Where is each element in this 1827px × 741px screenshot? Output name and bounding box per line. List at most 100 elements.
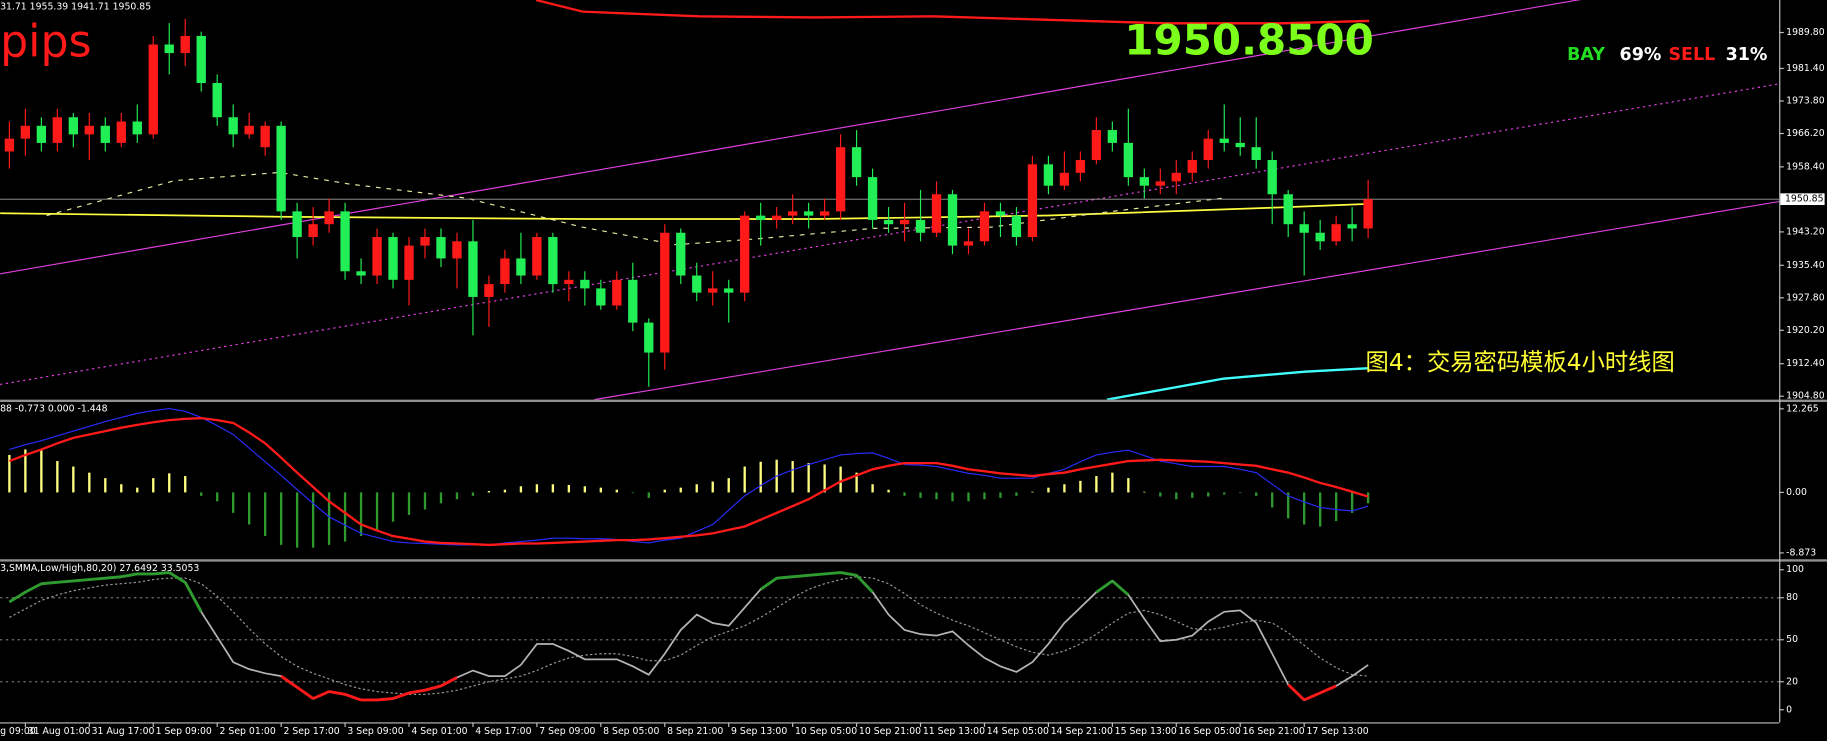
zone-segment bbox=[440, 676, 458, 688]
zone-segment bbox=[1303, 691, 1321, 702]
last-price-label: 1950.85 bbox=[1785, 194, 1824, 205]
candle-body bbox=[1331, 224, 1341, 242]
candle-body bbox=[372, 237, 382, 276]
x-tick-label: 4 Sep 01:00 bbox=[411, 726, 467, 737]
y-tick-label: 1935.40 bbox=[1786, 260, 1825, 271]
candle-body bbox=[1315, 232, 1325, 242]
y-tick-label: 20 bbox=[1786, 676, 1798, 687]
candle-body bbox=[628, 279, 638, 323]
candle-body bbox=[68, 117, 78, 135]
channel-lower bbox=[594, 200, 1780, 400]
candle-body bbox=[164, 44, 174, 54]
candle-body bbox=[787, 211, 798, 216]
candle-body bbox=[931, 194, 942, 233]
chart-header: 31.71 1955.39 1941.71 1950.85 bbox=[0, 1, 151, 12]
candle-body bbox=[452, 241, 462, 259]
y-tick-label: 1981.40 bbox=[1786, 63, 1825, 74]
candle-body bbox=[772, 215, 782, 220]
candle-body bbox=[692, 275, 702, 293]
candle-body bbox=[1171, 172, 1181, 182]
candle-body bbox=[963, 241, 974, 246]
y-tick-label: 1904.80 bbox=[1786, 391, 1825, 402]
x-tick-label: g 09:00 bbox=[0, 726, 36, 737]
x-tick-label: 2 Sep 01:00 bbox=[220, 726, 276, 737]
candle-body bbox=[612, 279, 622, 306]
y-tick-label: 1912.40 bbox=[1786, 358, 1825, 369]
candle-body bbox=[468, 241, 478, 297]
candle-body bbox=[1075, 160, 1086, 173]
candle-body bbox=[995, 211, 1006, 216]
candle-body bbox=[851, 147, 862, 178]
x-tick-label: 8 Sep 05:00 bbox=[603, 726, 659, 737]
x-tick-label: 14 Sep 05:00 bbox=[987, 726, 1049, 737]
y-tick-label: 1958.40 bbox=[1786, 161, 1825, 172]
zone-segment bbox=[168, 571, 186, 584]
candle-body bbox=[596, 288, 606, 306]
y-tick-label: 0 bbox=[1786, 704, 1792, 715]
candle-body bbox=[1091, 130, 1102, 161]
pips-label: pips bbox=[0, 16, 92, 67]
y-tick-label: 1973.80 bbox=[1786, 95, 1825, 106]
candle-body bbox=[899, 219, 910, 225]
zone-segment bbox=[296, 686, 314, 700]
x-tick-label: 4 Sep 17:00 bbox=[475, 726, 531, 737]
x-tick-label: 8 Sep 21:00 bbox=[667, 726, 723, 737]
candle-body bbox=[20, 125, 31, 139]
x-tick-label: 31 Aug 17:00 bbox=[92, 726, 155, 737]
zone-segment bbox=[24, 582, 43, 594]
zone-segment bbox=[1287, 683, 1306, 702]
candle-body bbox=[819, 211, 830, 216]
candle-body bbox=[260, 125, 270, 148]
zone-segment bbox=[792, 573, 809, 579]
zone-segment bbox=[280, 674, 298, 689]
zone-segment bbox=[408, 688, 426, 695]
zone-segment bbox=[855, 574, 874, 594]
zone-segment bbox=[89, 576, 106, 581]
chart-header: 3,SMMA,Low/High,80,20) 27.6492 33.5053 bbox=[0, 563, 199, 574]
y-tick-label: 50 bbox=[1786, 634, 1798, 645]
upper-band bbox=[535, 0, 1370, 25]
candle-body bbox=[148, 44, 158, 135]
candle-body bbox=[1347, 224, 1357, 229]
candle-body bbox=[676, 232, 686, 276]
candle-body bbox=[660, 232, 670, 353]
candle-body bbox=[340, 211, 350, 272]
x-tick-label: 10 Sep 21:00 bbox=[859, 726, 921, 737]
candle-body bbox=[84, 125, 94, 135]
candle-body bbox=[356, 271, 366, 276]
macd-line bbox=[9, 408, 1369, 546]
candle-body bbox=[500, 258, 510, 285]
candle-body bbox=[1187, 160, 1197, 173]
candle-body bbox=[36, 125, 47, 143]
candle-body bbox=[803, 211, 814, 216]
candle-body bbox=[484, 284, 494, 297]
candle-body bbox=[1219, 138, 1229, 143]
zone-segment bbox=[808, 572, 825, 577]
x-tick-label: 7 Sep 09:00 bbox=[539, 726, 595, 737]
candle-body bbox=[1203, 138, 1213, 161]
candle-body bbox=[740, 215, 750, 293]
candle-body bbox=[1299, 224, 1309, 233]
bay-label: BAY bbox=[1567, 45, 1605, 65]
candle-body bbox=[276, 125, 286, 212]
x-tick-label: 1 Sep 09:00 bbox=[156, 726, 212, 737]
candle-body bbox=[516, 258, 526, 276]
candle-body bbox=[835, 147, 846, 212]
zone-segment bbox=[41, 580, 58, 586]
macd-line bbox=[8, 416, 1369, 547]
candle-body bbox=[1251, 147, 1261, 161]
lower-band bbox=[1106, 367, 1370, 400]
candle-body bbox=[388, 237, 398, 280]
zone-segment bbox=[776, 575, 793, 580]
caption: 图4：交易密码模板4小时线图 bbox=[1366, 349, 1675, 376]
x-tick-label: 17 Sep 13:00 bbox=[1307, 726, 1369, 737]
candle-body bbox=[180, 35, 190, 54]
candle-body bbox=[883, 219, 894, 225]
zone-segment bbox=[424, 684, 442, 692]
candle-body bbox=[132, 121, 142, 135]
price-display: 1950.8500 bbox=[1124, 16, 1373, 65]
sell-percent: 31% bbox=[1726, 45, 1768, 65]
candle-body bbox=[580, 279, 590, 289]
